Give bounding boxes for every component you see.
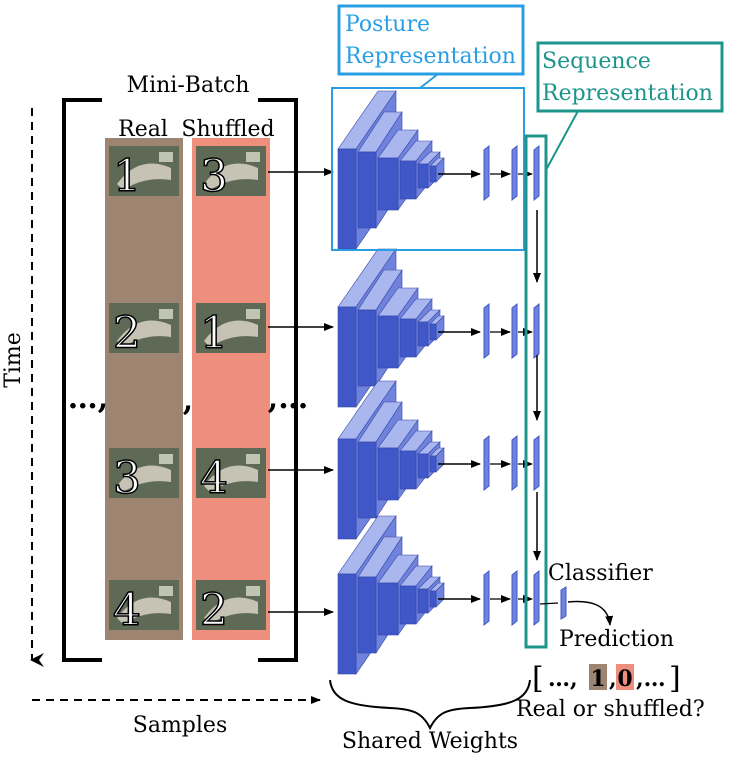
cnn-stack-4 xyxy=(337,515,540,675)
pred-open-bracket: [ xyxy=(532,661,544,696)
shuffled-frame-1: 3 xyxy=(196,146,266,203)
real-frame-4: 4 xyxy=(109,580,179,637)
hand-shape xyxy=(117,465,171,492)
frame-number: 4 xyxy=(113,585,141,636)
fc-layer-1 xyxy=(483,144,490,202)
real-frame-3: 3 xyxy=(109,448,179,505)
fc-layer-2 xyxy=(511,569,518,627)
real-frame-2: 2 xyxy=(109,303,179,360)
shared-weights-label: Shared Weights xyxy=(342,729,518,754)
posture-label-line2: Representation xyxy=(345,44,516,69)
fc-layer-1 xyxy=(483,569,490,627)
cnn-stacks xyxy=(337,90,540,675)
input-arrows xyxy=(268,168,334,616)
prediction-label: Prediction xyxy=(559,627,674,652)
frame-number: 2 xyxy=(113,308,141,359)
shuffled-frames: 3 1 4 2 xyxy=(196,146,266,637)
conv-layer-6 xyxy=(429,315,445,341)
posture-label-box xyxy=(337,4,525,76)
ellipsis-left: …, xyxy=(68,381,108,416)
pred-real-swatch xyxy=(589,664,607,690)
fc-layer-2 xyxy=(511,434,518,492)
conv-layer-6 xyxy=(429,157,445,183)
sequence-representation-box xyxy=(524,134,548,649)
real-column xyxy=(105,138,183,640)
frame-number: 1 xyxy=(113,151,141,202)
fc-layer-3 xyxy=(533,434,540,492)
real-frames: 1 2 3 4 xyxy=(109,146,179,637)
time-label: Time xyxy=(1,332,26,388)
light-patch xyxy=(246,454,260,464)
shuffled-frame-2: 1 xyxy=(196,303,266,360)
shared-weights-brace xyxy=(329,679,531,731)
sequence-label-box xyxy=(536,41,724,113)
samples-label: Samples xyxy=(133,713,227,738)
fc-layer-3 xyxy=(533,569,540,627)
hand-shape xyxy=(117,597,171,624)
sequence-connector xyxy=(545,110,579,171)
light-patch xyxy=(159,152,173,162)
shuffled-column xyxy=(192,138,270,640)
fc-layer-1 xyxy=(483,434,490,492)
cnn-stack-3 xyxy=(337,380,540,540)
conv-layer-6 xyxy=(429,447,445,473)
classifier-layer xyxy=(560,586,567,620)
hand-shape xyxy=(204,465,258,492)
shuffled-column-header: Shuffled xyxy=(181,117,274,142)
pred-value-real: 1 xyxy=(590,666,605,692)
fc-layer-2 xyxy=(511,144,518,202)
ellipsis-right: ,… xyxy=(268,381,308,416)
cnn-stack-2 xyxy=(337,248,540,408)
fc-layer-1 xyxy=(483,302,490,360)
frame-number: 1 xyxy=(200,308,228,359)
comma-middle: , xyxy=(183,383,193,418)
hand-shape xyxy=(204,597,258,624)
frame-number: 4 xyxy=(200,453,228,504)
pred-value-shuffled: 0 xyxy=(617,666,632,692)
frame-number: 2 xyxy=(200,585,228,636)
classifier-to-prediction-arrow xyxy=(567,600,614,626)
frame-number: 3 xyxy=(200,151,228,202)
light-patch xyxy=(246,586,260,596)
posture-label-line1: Posture xyxy=(345,12,430,37)
real-frame-1: 1 xyxy=(109,146,179,203)
hand-shape xyxy=(204,320,258,347)
hand-shape xyxy=(117,163,171,190)
fc-layer-3 xyxy=(533,302,540,360)
light-patch xyxy=(159,309,173,319)
pred-lead: …, xyxy=(548,666,578,692)
sequence-label-line1: Sequence xyxy=(542,49,651,74)
real-or-shuffled-label: Real or shuffled? xyxy=(516,697,705,722)
real-column-header: Real xyxy=(118,117,168,142)
hand-shape xyxy=(204,163,258,190)
pred-close-bracket: ] xyxy=(669,661,681,696)
seq-to-classifier-arrow xyxy=(539,602,559,605)
light-patch xyxy=(246,309,260,319)
shuffled-frame-4: 2 xyxy=(196,580,266,637)
light-patch xyxy=(159,454,173,464)
right-bracket xyxy=(258,98,298,662)
classifier-label: Classifier xyxy=(548,561,653,586)
mini-batch-label: Mini-Batch xyxy=(127,73,250,98)
pred-separator: , xyxy=(609,666,617,692)
light-patch xyxy=(159,586,173,596)
posture-connector xyxy=(419,73,439,89)
fc-layer-2 xyxy=(511,302,518,360)
pred-trail: ,… xyxy=(636,666,666,692)
shuffled-frame-3: 4 xyxy=(196,448,266,505)
frame-number: 3 xyxy=(113,453,141,504)
cnn-stack-1 xyxy=(337,90,540,250)
sequence-label-line2: Representation xyxy=(542,81,713,106)
hand-shape xyxy=(117,320,171,347)
posture-representation-box xyxy=(331,87,525,251)
fc-layer-3 xyxy=(533,144,540,202)
pred-shuffled-swatch xyxy=(616,664,634,690)
left-bracket xyxy=(62,98,102,662)
light-patch xyxy=(246,152,260,162)
prediction-vector: [ …, 1 , 0 ,… ] xyxy=(532,661,681,696)
